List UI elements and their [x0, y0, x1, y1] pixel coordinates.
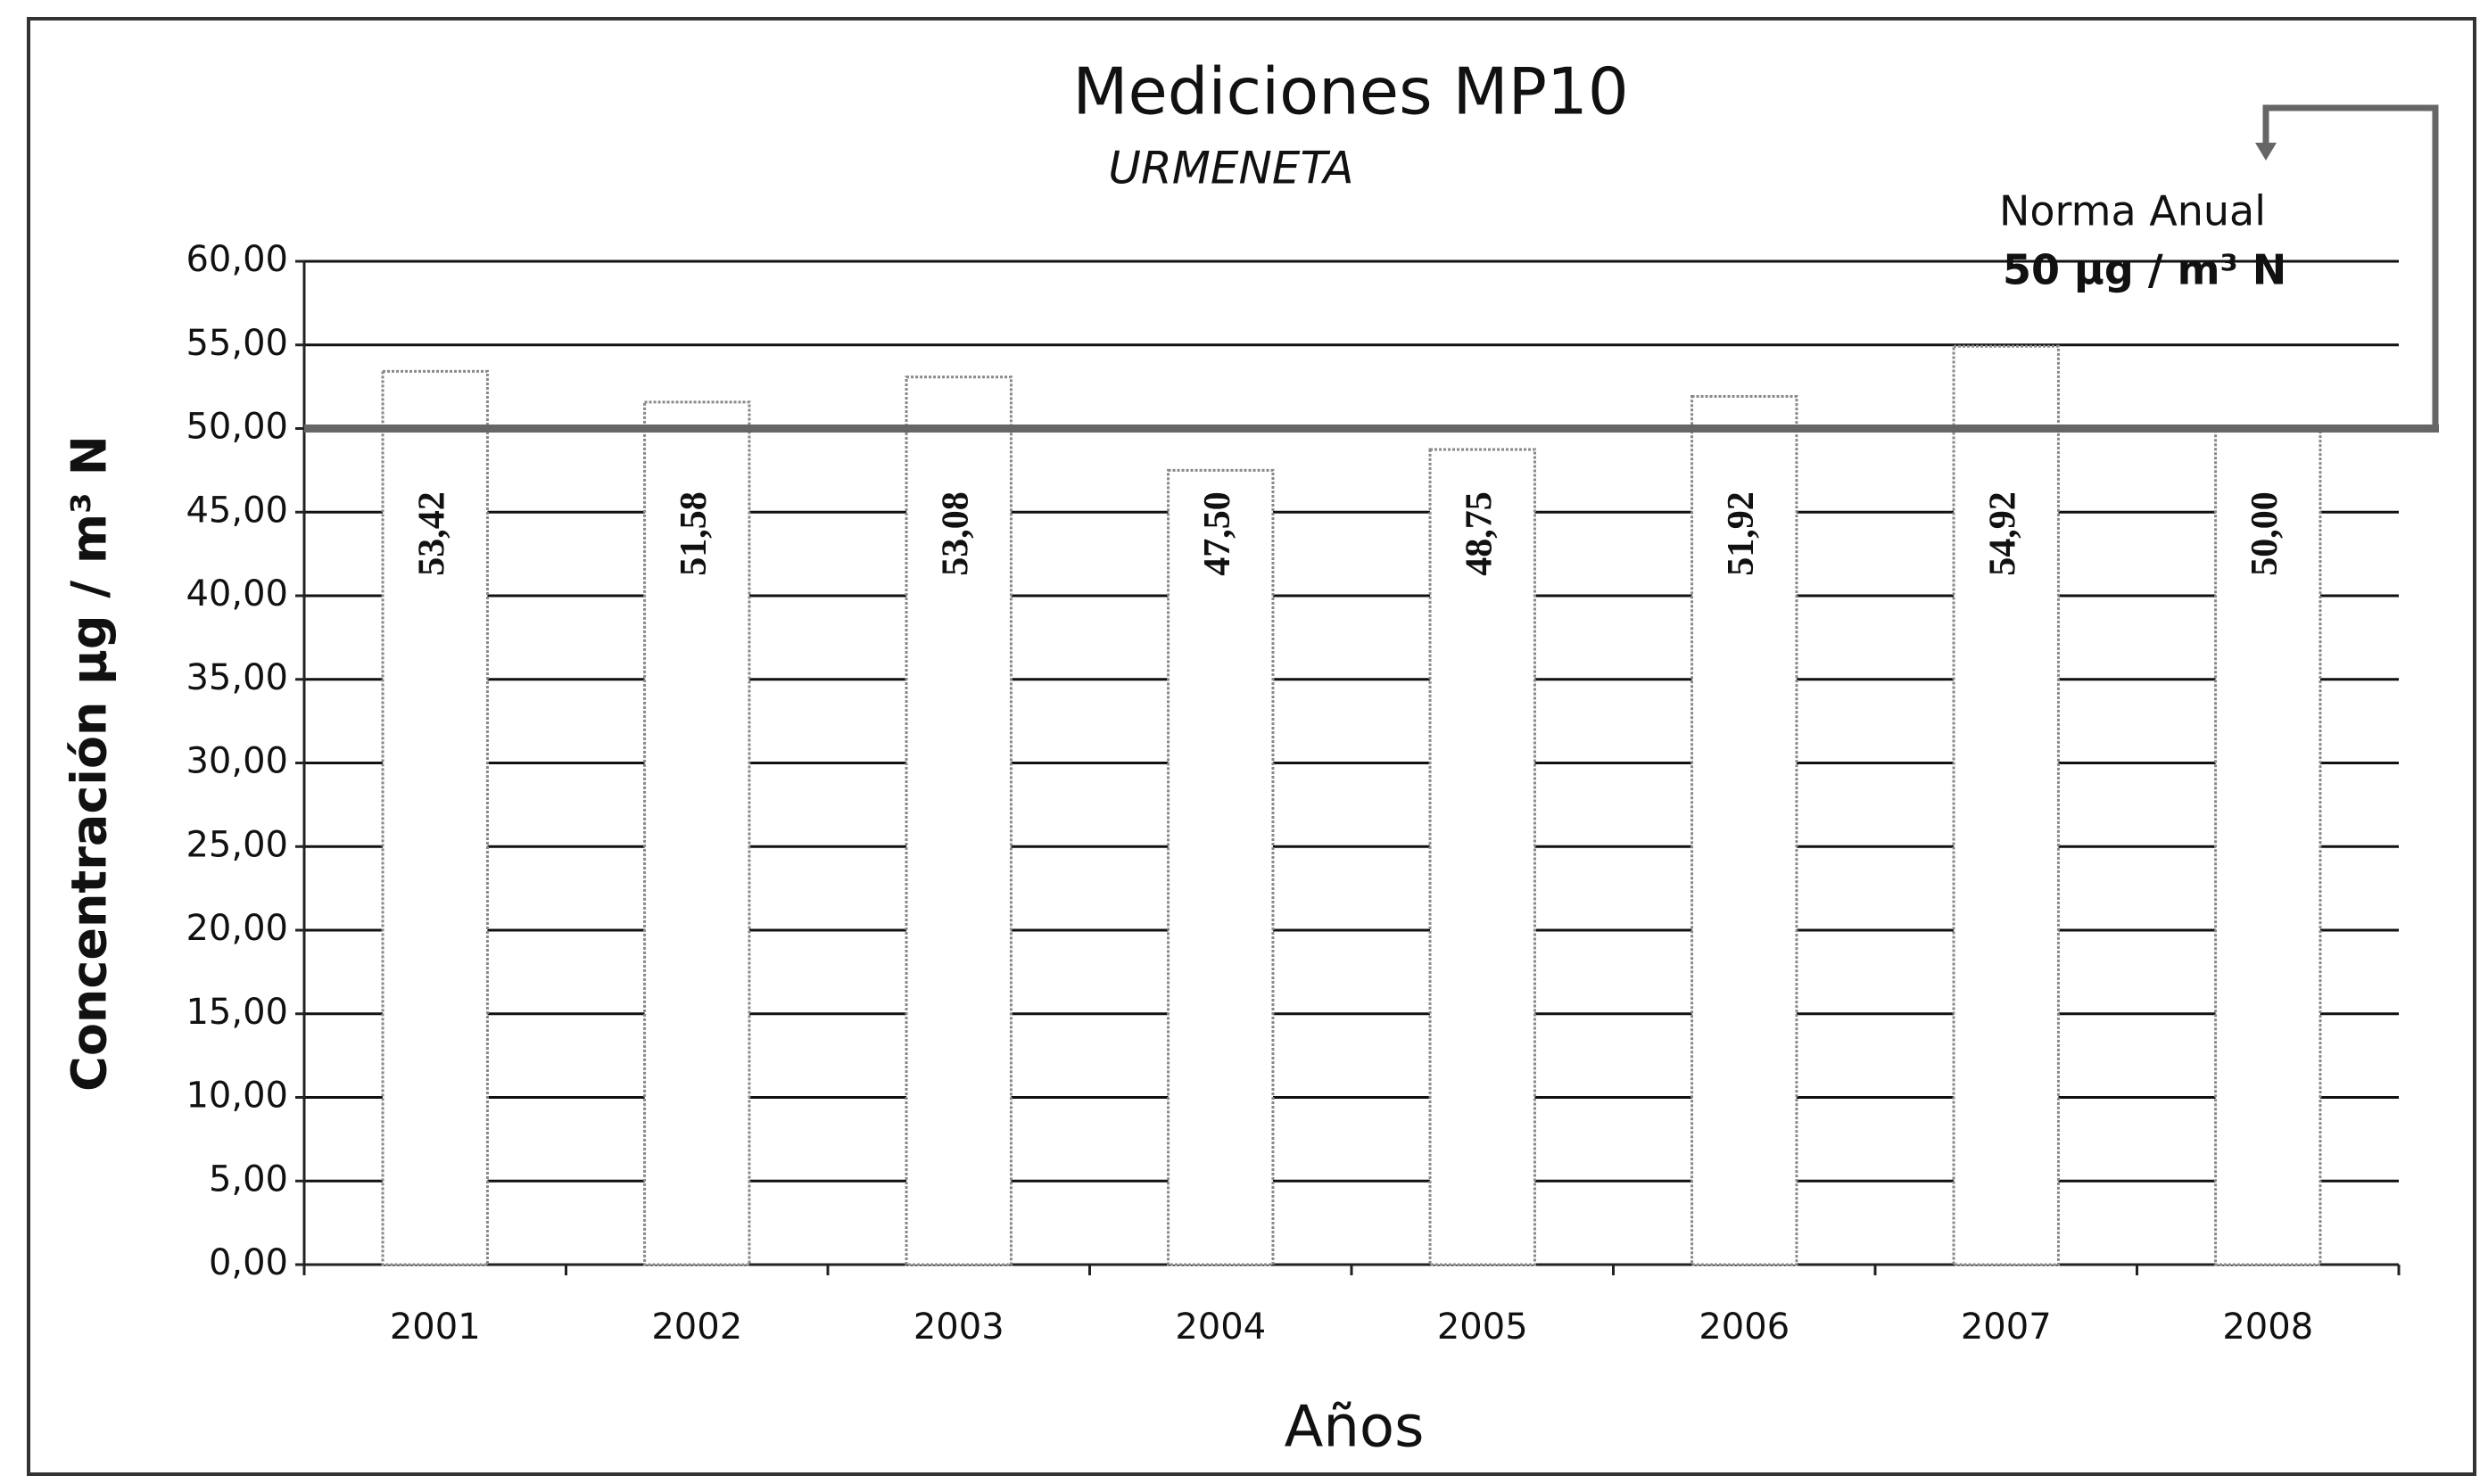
- annotation-title: Norma Anual: [1999, 187, 2266, 235]
- bar: [643, 400, 751, 1266]
- x-tick-label: 2006: [1699, 1307, 1790, 1348]
- y-tick-label: 45,00: [186, 490, 288, 531]
- value-label: 53,08: [935, 491, 976, 576]
- annotation-arrow: [2255, 143, 2277, 161]
- y-tick-label: 0,00: [209, 1242, 288, 1283]
- x-tick-label: 2008: [2222, 1307, 2313, 1348]
- bars: [381, 344, 2322, 1266]
- annotation-bracket: [2262, 104, 2439, 429]
- x-tick-label: 2001: [390, 1307, 481, 1348]
- y-tick-label: 60,00: [186, 239, 288, 280]
- value-label: 48,75: [1459, 491, 1500, 576]
- y-tick-label: 55,00: [186, 323, 288, 364]
- y-tick-label: 30,00: [186, 741, 288, 782]
- x-tick-label: 2002: [651, 1307, 742, 1348]
- value-label: 50,00: [2244, 491, 2285, 576]
- value-label: 53,42: [411, 491, 452, 576]
- bar: [1428, 448, 1536, 1266]
- y-tick-label: 40,00: [186, 573, 288, 614]
- overlay: 53,42 51,58 53,08 47,50 48,75 51,92 54,92 50,00: [304, 104, 2439, 576]
- value-label: 51,58: [674, 491, 715, 576]
- bar: [1690, 395, 1798, 1266]
- y-tick-label: 10,00: [186, 1076, 288, 1117]
- x-tick-label: 2007: [1961, 1307, 2052, 1348]
- x-tick-label: 2003: [913, 1307, 1004, 1348]
- value-label: 51,92: [1721, 491, 1762, 576]
- x-axis-title: Años: [1285, 1395, 1425, 1461]
- y-tick-label: 5,00: [209, 1158, 288, 1200]
- bar: [1167, 468, 1275, 1266]
- value-label: 47,50: [1197, 491, 1238, 576]
- x-tick-label: 2005: [1437, 1307, 1528, 1348]
- y-tick-label: 35,00: [186, 657, 288, 698]
- bar: [905, 375, 1013, 1266]
- y-axis-title: Concentración µg / m³ N: [62, 435, 118, 1092]
- y-tick-label: 15,00: [186, 992, 288, 1033]
- y-tick-label: 20,00: [186, 908, 288, 949]
- y-tick-label: 25,00: [186, 824, 288, 865]
- annotation-text: 50 µg / m³ N: [2003, 246, 2286, 294]
- x-tick-label: 2004: [1175, 1307, 1266, 1348]
- value-label: 54,92: [1982, 491, 2023, 576]
- chart-subtitle: URMENETA: [1108, 143, 1353, 194]
- bar: [2214, 427, 2322, 1266]
- y-tick-label: 50,00: [186, 407, 288, 448]
- bar: [381, 369, 489, 1266]
- bar: [1952, 344, 2060, 1266]
- chart-title: Mediciones MP10: [1072, 54, 1628, 129]
